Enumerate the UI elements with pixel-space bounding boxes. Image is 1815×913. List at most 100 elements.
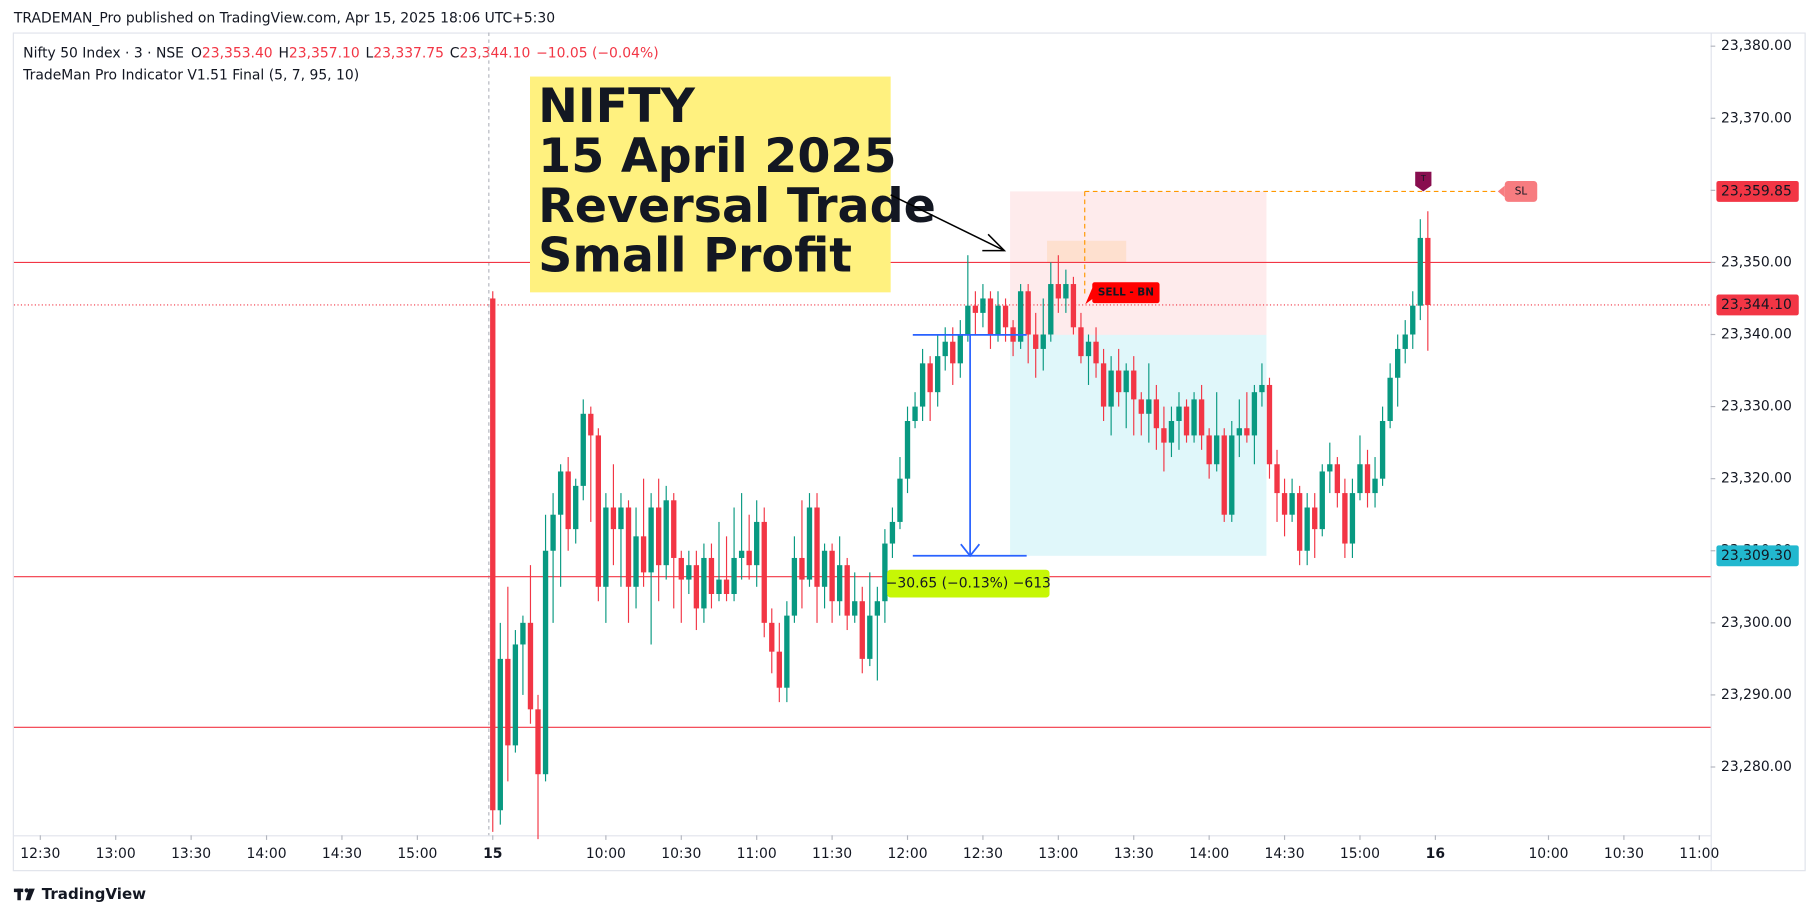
signal-label: SELL - BN xyxy=(1098,287,1154,299)
x-tick-label: 13:00 xyxy=(96,846,136,862)
x-tick-label: 11:00 xyxy=(737,846,777,862)
candle-body xyxy=(965,305,971,335)
candle-body xyxy=(625,507,632,587)
note-line: NIFTY xyxy=(538,79,695,134)
price-label: 23,309.30 xyxy=(1721,548,1792,564)
candle-body xyxy=(1319,471,1325,530)
candle-body xyxy=(655,507,662,566)
candle-body xyxy=(1017,291,1024,342)
candle-body xyxy=(897,478,903,522)
pane-border xyxy=(12,32,1806,872)
note-arrow-head xyxy=(982,233,1007,252)
candle-body xyxy=(1198,399,1205,436)
candle-body xyxy=(1236,428,1242,436)
x-tick-label: 10:00 xyxy=(1528,846,1568,862)
indicator: TradeMan Pro Indicator V1.51 Final (5, 7… xyxy=(22,67,359,83)
candle-body xyxy=(889,521,896,544)
x-tick-label: 12:30 xyxy=(20,846,60,862)
candle-body xyxy=(821,550,828,587)
candle-body xyxy=(799,557,805,580)
candle-body xyxy=(836,565,843,602)
candle-body xyxy=(791,557,798,616)
y-tick-label: 23,320.00 xyxy=(1721,471,1792,487)
y-tick-label: 23,290.00 xyxy=(1721,687,1792,703)
highlight-box xyxy=(1047,240,1127,263)
candle-body xyxy=(1402,334,1408,349)
candle-body xyxy=(935,356,941,393)
candle-body xyxy=(1229,435,1235,515)
candle-body xyxy=(618,507,624,530)
candle-body xyxy=(580,413,586,486)
note-box xyxy=(530,76,891,293)
candle-body xyxy=(663,500,669,566)
x-tick-label: 10:30 xyxy=(1604,846,1644,862)
note-line: Small Profit xyxy=(538,229,852,284)
candle-body xyxy=(1048,284,1054,335)
candle-body xyxy=(633,536,639,587)
legend-value: 23,337.75 xyxy=(373,45,444,61)
reward-zone xyxy=(1010,334,1267,556)
candle-body xyxy=(693,565,700,609)
x-tick-label: 10:30 xyxy=(661,846,701,862)
price-label-box xyxy=(1716,545,1799,567)
legend-key: O xyxy=(191,45,202,61)
x-tick-label: 12:00 xyxy=(887,846,927,862)
candle-body xyxy=(497,658,503,811)
logo-part xyxy=(17,888,21,901)
candle-body xyxy=(520,622,526,645)
candle-body xyxy=(1244,428,1250,436)
candle-body xyxy=(557,471,564,515)
candle-body xyxy=(716,579,722,595)
candle-body xyxy=(1274,464,1280,494)
candle-body xyxy=(1312,507,1318,530)
legend-key: H xyxy=(278,45,288,61)
candle-body xyxy=(678,557,684,580)
candle-body xyxy=(1417,237,1423,306)
candle-body xyxy=(565,471,571,530)
candle-body xyxy=(1176,406,1182,422)
sl-pointer xyxy=(1497,185,1505,198)
x-tick-label: 11:00 xyxy=(1679,846,1719,862)
y-tick-label: 23,330.00 xyxy=(1721,399,1792,415)
x-tick-label: 14:00 xyxy=(247,846,287,862)
candle-body xyxy=(512,644,519,746)
candle-body xyxy=(912,406,918,422)
y-tick-label: 23,280.00 xyxy=(1721,759,1792,775)
candle-body xyxy=(904,421,911,479)
candle-body xyxy=(1123,370,1129,393)
candle-body xyxy=(829,550,835,602)
candle-body xyxy=(859,601,865,659)
candle-body xyxy=(1364,464,1371,494)
candle-body xyxy=(1153,399,1160,429)
candle-body xyxy=(1342,493,1348,544)
candle-body xyxy=(550,514,556,551)
price-label: 23,344.10 xyxy=(1721,297,1792,313)
candle-body xyxy=(1070,284,1077,328)
candle-body xyxy=(761,521,767,623)
candle-body xyxy=(874,601,881,616)
candle-body xyxy=(1379,421,1386,479)
candle-body xyxy=(1281,493,1288,515)
brand: TradingView xyxy=(42,885,146,903)
publisher: TRADEMAN_Pro published on TradingView.co… xyxy=(13,11,555,27)
logo-part xyxy=(25,888,35,901)
y-tick-label: 23,380.00 xyxy=(1721,38,1792,54)
candle-body xyxy=(1266,384,1273,465)
legend-value: 23,357.10 xyxy=(289,45,360,61)
candle-body xyxy=(1131,370,1137,400)
candle-body xyxy=(1357,464,1363,494)
candle-body xyxy=(1251,392,1258,436)
candle-body xyxy=(1387,377,1393,422)
candle-body xyxy=(1085,341,1092,357)
candle-body xyxy=(527,622,534,710)
candle-body xyxy=(708,557,715,595)
candle-body xyxy=(942,341,948,357)
y-tick-label: 23,340.00 xyxy=(1721,327,1792,343)
candle-body xyxy=(1168,421,1175,443)
candle-body xyxy=(1115,370,1122,393)
candle-body xyxy=(1289,493,1295,515)
candle-body xyxy=(1410,305,1416,335)
x-tick-label: 13:30 xyxy=(171,846,211,862)
